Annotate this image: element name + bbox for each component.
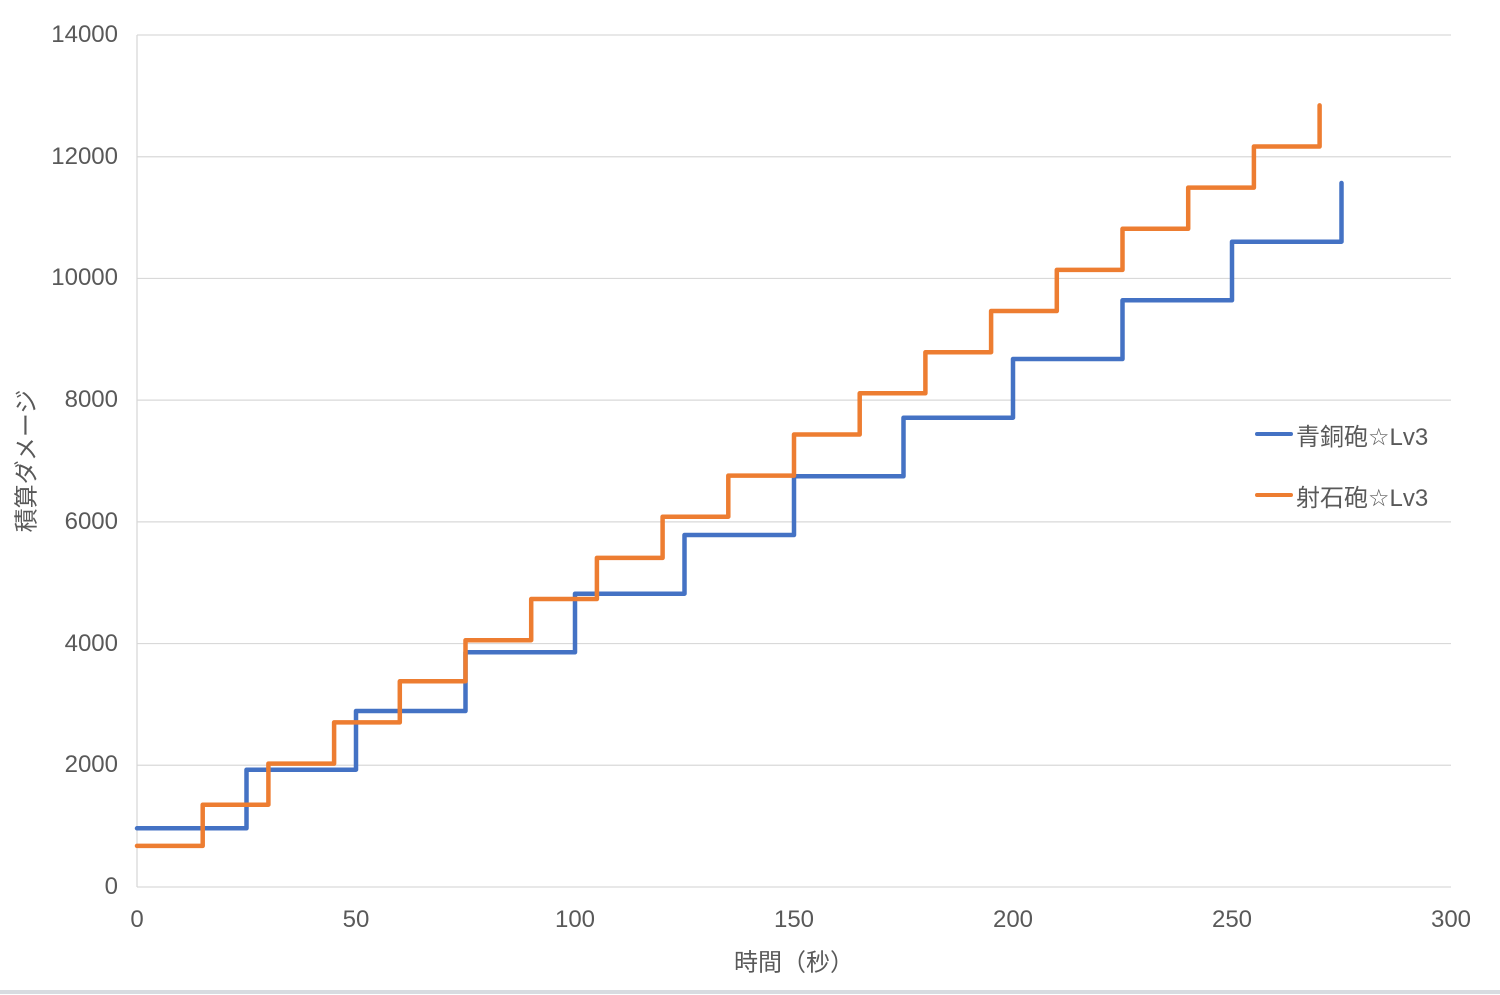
x-axis-title: 時間（秒）	[734, 949, 854, 977]
y-tick-label-8000: 8000	[64, 386, 118, 414]
series-2-legend-label: 射石砲☆Lv3	[1296, 484, 1429, 512]
legend-item-series-2: 射石砲☆Lv3	[1255, 481, 1428, 512]
y-tick-label-0: 0	[104, 873, 118, 900]
x-tick-label-300: 300	[1430, 906, 1472, 933]
series-step-line-2	[134, 103, 1322, 849]
series-1-legend-label: 青銅砲☆Lv3	[1296, 423, 1429, 451]
x-tick-label-150: 150	[773, 906, 815, 933]
series-step-line-1	[134, 180, 1344, 831]
y-tick-label-10000: 10000	[51, 264, 118, 292]
x-tick-label-100: 100	[554, 906, 596, 933]
series-2-line-swatch	[1255, 493, 1293, 497]
x-tick-label-250: 250	[1211, 906, 1253, 933]
x-tick-label-50: 50	[342, 906, 370, 933]
x-tick-label-0: 0	[130, 906, 144, 933]
bottom-edge-strip	[0, 990, 1500, 994]
legend: 青銅砲☆Lv3 射石砲☆Lv3	[1255, 420, 1428, 542]
y-tick-label-2000: 2000	[64, 751, 118, 779]
legend-item-series-1: 青銅砲☆Lv3	[1255, 420, 1428, 451]
y-tick-label-14000: 14000	[51, 21, 118, 48]
y-tick-label-12000: 12000	[51, 142, 118, 170]
y-tick-label-6000: 6000	[64, 507, 118, 535]
y-tick-label-4000: 4000	[64, 629, 118, 657]
series-1-line-swatch	[1255, 432, 1293, 436]
y-axis-title: 積算ダメージ	[13, 389, 41, 533]
series-paths	[134, 103, 1344, 849]
x-tick-label-200: 200	[992, 906, 1034, 933]
